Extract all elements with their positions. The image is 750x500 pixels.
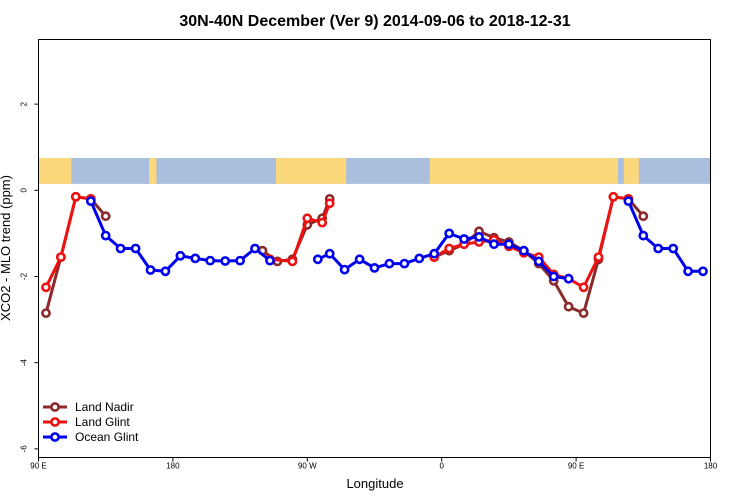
data-point: [369, 262, 380, 273]
map-land: [275, 158, 347, 184]
series-land-glint: [41, 191, 634, 293]
data-point: [444, 243, 455, 254]
x-tick-label: 180: [166, 462, 180, 471]
data-point: [354, 254, 365, 265]
data-point: [115, 243, 126, 254]
x-tick-label: 90 W: [298, 462, 317, 471]
data-point: [41, 308, 51, 318]
data-point: [339, 264, 350, 275]
map-land: [149, 158, 157, 184]
series-layer: [41, 191, 708, 318]
world-map-band: [38, 158, 711, 184]
data-point: [698, 266, 708, 277]
chart-title: 30N-40N December (Ver 9) 2014-09-06 to 2…: [179, 13, 570, 30]
data-point: [429, 248, 440, 259]
data-point: [459, 234, 469, 244]
data-point: [399, 258, 410, 269]
data-point: [85, 196, 96, 206]
legend-item: Ocean Glint: [43, 430, 139, 444]
data-point: [324, 248, 335, 259]
y-tick-label: -4: [20, 359, 29, 367]
series-line: [317, 231, 569, 281]
y-axis: 2 0 -2 -4 -6: [20, 101, 39, 452]
data-point: [265, 255, 275, 266]
legend-marker: [50, 417, 60, 427]
series-land-nadir: [41, 191, 649, 318]
data-point: [100, 211, 111, 222]
legend-label: Land Nadir: [75, 400, 134, 414]
x-tick-label: 180: [704, 462, 718, 471]
data-point: [683, 266, 693, 277]
plot-frame: [38, 39, 711, 458]
data-point: [638, 211, 649, 222]
data-point: [578, 282, 589, 293]
data-point: [533, 256, 544, 267]
data-point: [563, 301, 574, 312]
data-point: [653, 243, 664, 254]
data-point: [190, 253, 201, 264]
map-land: [429, 158, 618, 184]
data-point: [638, 230, 649, 241]
x-axis-label: Longitude: [346, 476, 403, 491]
data-point: [623, 196, 634, 206]
data-point: [593, 252, 604, 262]
data-point: [444, 228, 455, 239]
legend-label: Ocean Glint: [75, 430, 139, 444]
data-point: [317, 217, 328, 228]
data-point: [414, 253, 425, 264]
data-point: [384, 258, 395, 269]
data-point: [56, 252, 66, 262]
data-point: [548, 271, 559, 282]
data-point: [474, 231, 484, 242]
data-point: [287, 256, 298, 267]
data-point: [563, 273, 574, 284]
map-land: [38, 158, 72, 184]
data-point: [518, 245, 529, 256]
y-tick-label: 0: [20, 188, 29, 193]
data-point: [130, 243, 141, 254]
data-point: [312, 254, 323, 265]
data-point: [324, 198, 335, 209]
series-line: [44, 195, 92, 288]
x-tick-label: 90 E: [568, 462, 584, 471]
legend-marker: [50, 432, 60, 442]
data-point: [250, 243, 260, 254]
y-tick-label: -6: [20, 445, 29, 453]
legend-label: Land Glint: [75, 415, 130, 429]
data-point: [489, 239, 499, 250]
legend-marker: [50, 402, 60, 412]
series-line: [269, 202, 332, 263]
data-point: [220, 256, 231, 266]
legend-item: Land Glint: [43, 415, 130, 429]
data-point: [145, 265, 156, 275]
series-ocean-glint: [85, 196, 708, 284]
x-axis: 90 E 180 90 W 0 90 E 180: [30, 457, 718, 471]
y-axis-label: XCO2 - MLO trend (ppm): [0, 175, 13, 321]
data-point: [160, 266, 171, 277]
data-point: [205, 255, 216, 266]
legend-item: Land Nadir: [43, 400, 134, 414]
data-point: [235, 255, 245, 266]
y-tick-label: 2: [20, 101, 29, 106]
data-point: [70, 191, 81, 202]
data-point: [41, 282, 51, 293]
data-point: [503, 239, 514, 250]
x-tick-label: 90 E: [30, 462, 46, 471]
data-point: [668, 243, 679, 254]
y-tick-label: -2: [20, 272, 29, 280]
data-point: [100, 230, 111, 241]
data-point: [578, 308, 589, 318]
data-point: [302, 213, 313, 224]
map-land: [623, 158, 639, 184]
data-point: [608, 191, 619, 202]
data-point: [175, 250, 186, 261]
x-tick-label: 0: [439, 462, 444, 471]
